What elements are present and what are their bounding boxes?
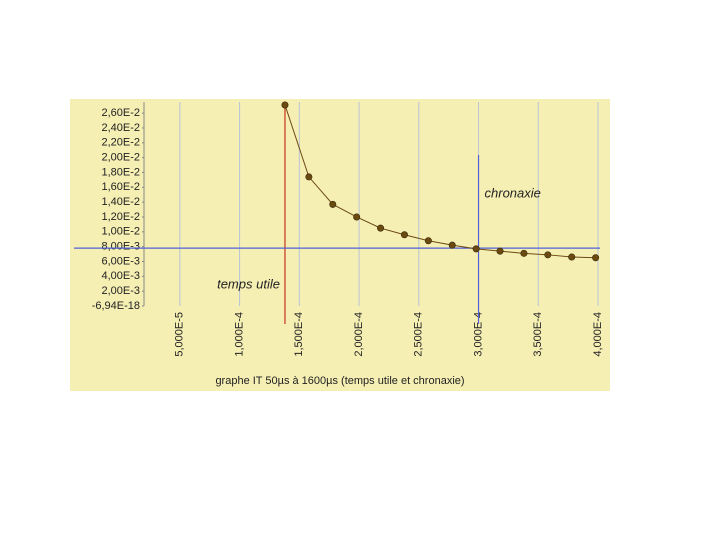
- y-tick-label: 1,20E-2: [101, 211, 140, 223]
- x-tick-label: 2,500E-4: [413, 312, 425, 357]
- y-tick-label: 2,40E-2: [101, 122, 140, 134]
- chart-panel: [70, 99, 610, 391]
- data-point: [568, 253, 576, 261]
- data-point: [281, 101, 289, 109]
- y-tick-label: 2,00E-3: [101, 285, 140, 297]
- x-tick-label: 3,500E-4: [532, 312, 544, 357]
- y-tick-label: 8,00E-3: [101, 241, 140, 253]
- data-point: [448, 241, 456, 249]
- data-point: [544, 251, 552, 259]
- data-point: [305, 173, 313, 181]
- annotation: temps utile: [217, 276, 280, 291]
- y-tick-label: 6,00E-3: [101, 255, 140, 267]
- data-point: [377, 224, 385, 232]
- x-axis-label: graphe IT 50µs à 1600µs (temps utile et …: [215, 375, 464, 387]
- y-tick-label: 1,40E-2: [101, 196, 140, 208]
- y-tick-label: 1,80E-2: [101, 166, 140, 178]
- x-tick-label: 4,000E-4: [592, 312, 604, 357]
- x-tick-label: 3,000E-4: [472, 312, 484, 357]
- x-tick-label: 1,000E-4: [233, 312, 245, 357]
- data-point: [353, 213, 361, 221]
- x-tick-label: 5,000E-5: [174, 312, 186, 357]
- data-point: [424, 237, 432, 245]
- y-tick-label: 2,00E-2: [101, 152, 140, 164]
- data-point: [592, 254, 600, 262]
- y-tick-label: -6,94E-18: [92, 300, 140, 312]
- y-tick-label: 4,00E-3: [101, 270, 140, 282]
- data-point: [400, 231, 408, 239]
- data-point: [520, 249, 528, 257]
- y-tick-label: 1,00E-2: [101, 226, 140, 238]
- y-tick-label: 2,60E-2: [101, 107, 140, 119]
- annotation: chronaxie: [485, 185, 541, 200]
- data-point: [329, 200, 337, 208]
- y-tick-label: 1,60E-2: [101, 181, 140, 193]
- y-tick-label: 2,20E-2: [101, 137, 140, 149]
- x-tick-label: 1,500E-4: [293, 312, 305, 357]
- data-line: [284, 104, 596, 259]
- data-point: [496, 247, 504, 255]
- data-point: [472, 245, 480, 253]
- x-tick-label: 2,000E-4: [353, 312, 365, 357]
